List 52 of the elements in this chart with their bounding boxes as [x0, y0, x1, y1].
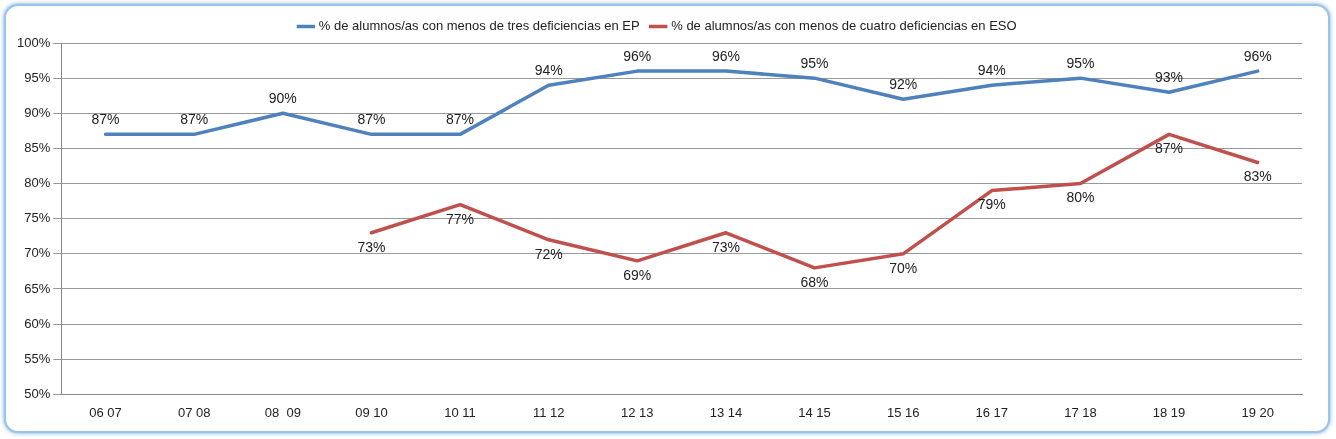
data-label: 96%: [623, 47, 652, 64]
y-tick-label: 80%: [24, 175, 51, 191]
data-label: 92%: [889, 76, 918, 93]
data-label: 68%: [800, 273, 829, 290]
data-label: 90%: [268, 90, 297, 107]
x-tick-label: 14 15: [798, 404, 831, 420]
data-label: 93%: [1155, 69, 1184, 86]
data-label: 83%: [1243, 168, 1272, 185]
data-label: 87%: [180, 111, 209, 128]
x-tick-label: 12 13: [621, 404, 654, 420]
data-label: 87%: [1155, 140, 1184, 157]
x-tick-label: 17 18: [1064, 404, 1097, 420]
data-label: 73%: [357, 238, 386, 255]
data-label: 72%: [534, 245, 563, 262]
data-label: 69%: [623, 266, 652, 283]
x-tick-label: 16 17: [975, 404, 1009, 420]
y-tick-label: 70%: [24, 245, 51, 261]
y-tick-label: 85%: [24, 140, 51, 155]
x-tick-label: 08 09: [264, 404, 301, 420]
y-tick-label: 60%: [24, 315, 51, 331]
data-label: 70%: [889, 259, 918, 276]
y-tick-label: 65%: [24, 280, 51, 296]
x-tick-label: 10 11: [444, 404, 476, 420]
data-label: 95%: [800, 55, 829, 71]
data-label: 87%: [357, 111, 386, 128]
x-tick-label: 19 20: [1241, 404, 1274, 420]
data-label: 96%: [711, 47, 740, 64]
y-tick-label: 95%: [24, 69, 51, 85]
x-tick-label: 11 12: [532, 404, 565, 420]
data-label: 79%: [977, 196, 1006, 213]
data-label: 73%: [711, 238, 740, 255]
y-tick-label: 75%: [24, 210, 51, 226]
data-label: 80%: [1066, 189, 1095, 206]
x-tick-label: 15 16: [886, 404, 920, 420]
x-tick-label: 13 14: [709, 404, 743, 420]
y-tick-label: 90%: [24, 104, 51, 120]
data-label: 96%: [1243, 47, 1272, 64]
y-tick-label: 50%: [24, 385, 51, 401]
data-label: 87%: [91, 111, 120, 128]
x-tick-label: 07 08: [177, 404, 211, 420]
data-label: 94%: [534, 62, 563, 79]
y-tick-label: 55%: [24, 350, 51, 366]
x-tick-label: 09 10: [355, 404, 388, 420]
data-label: 94%: [977, 62, 1006, 79]
y-tick-label: 100%: [17, 34, 51, 50]
legend-label: % de alumnos/as con menos de cuatro deficiencias en ESO: [671, 18, 1017, 34]
data-label: 77%: [446, 210, 475, 227]
x-tick-label: 18 19: [1152, 404, 1186, 420]
data-label: 87%: [446, 111, 475, 128]
data-label: 95%: [1066, 55, 1095, 71]
legend-label: % de alumnos/as con menos de tres deficiencias en EP: [318, 18, 640, 34]
x-tick-label: 06 07: [89, 404, 122, 420]
